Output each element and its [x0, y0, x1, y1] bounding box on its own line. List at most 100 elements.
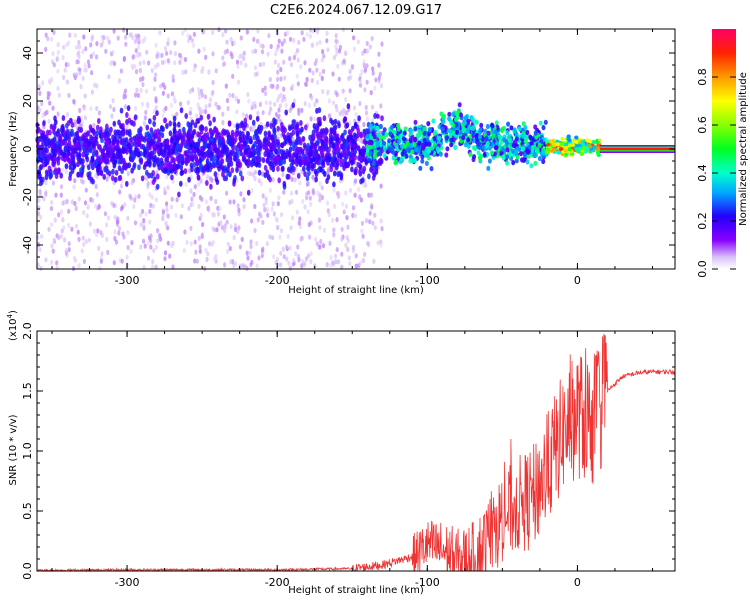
heatmap-cell: [514, 158, 519, 164]
heatmap-cell: [365, 116, 369, 122]
heatmap-cell: [443, 125, 448, 131]
heatmap-cell: [105, 236, 109, 242]
heatmap-cell: [146, 103, 150, 109]
heatmap-cell: [52, 29, 56, 35]
heatmap-cell: [46, 36, 50, 42]
heatmap-cell: [332, 55, 336, 61]
heatmap-cell: [79, 123, 83, 129]
heatmap-cell: [581, 146, 587, 151]
heatmap-cell: [457, 102, 462, 108]
heatmap-cell: [521, 146, 525, 152]
heatmap-cell: [410, 149, 415, 155]
heatmap-cell: [412, 142, 417, 148]
heatmap-cell: [253, 141, 257, 148]
heatmap-cell: [172, 95, 176, 101]
heatmap-cell: [170, 196, 174, 202]
heatmap-cell: [200, 196, 204, 202]
heatmap-cell: [451, 122, 456, 128]
heatmap-cell: [329, 166, 334, 173]
heatmap-cell: [276, 62, 281, 68]
heatmap-cell: [87, 63, 91, 69]
heatmap-cell: [356, 161, 361, 168]
heatmap-cell: [297, 257, 301, 263]
heatmap-cell: [414, 146, 419, 153]
heatmap-cell: [287, 166, 291, 173]
heatmap-cell: [148, 208, 152, 215]
heatmap-cell: [169, 49, 173, 56]
heatmap-cell: [227, 136, 232, 142]
heatmap-cell: [173, 122, 177, 129]
heatmap-cell: [312, 123, 317, 129]
heatmap-cell: [127, 117, 132, 124]
heatmap-cell: [270, 152, 275, 159]
heatmap-cell: [274, 160, 279, 166]
heatmap-cell: [476, 150, 481, 156]
heatmap-cell: [190, 196, 194, 202]
heatmap-cell: [70, 128, 74, 135]
heatmap-cell: [347, 75, 351, 82]
heatmap-cell: [325, 38, 329, 44]
heatmap-cell: [77, 263, 81, 269]
heatmap-cell: [373, 212, 377, 218]
heatmap-cell: [272, 121, 276, 128]
heatmap-cell: [242, 55, 246, 61]
heatmap-cell: [299, 236, 303, 242]
snr-panel: -300 -200 -100 00.00.51.01.52.0 Height of s…: [6, 310, 676, 596]
heatmap-cell: [65, 111, 70, 117]
heatmap-cell: [279, 212, 284, 218]
heatmap-cell: [400, 151, 405, 157]
heatmap-cell: [142, 225, 146, 231]
heatmap-cell: [165, 139, 170, 146]
heatmap-cell: [104, 152, 109, 159]
heatmap-cell: [161, 113, 165, 119]
heatmap-cell: [350, 152, 355, 159]
heatmap-cell: [585, 146, 590, 151]
heatmap-cell: [173, 40, 177, 46]
heatmap-cell: [83, 200, 88, 206]
heatmap-cell: [552, 143, 557, 148]
heatmap-cell: [358, 100, 362, 107]
heatmap-cell: [189, 188, 193, 194]
heatmap-cell: [225, 190, 229, 196]
heatmap-cell: [391, 155, 396, 161]
heatmap-cell: [295, 147, 299, 154]
heatmap-cell: [233, 222, 238, 229]
heatmap-cell: [327, 155, 332, 162]
heatmap-cell: [315, 67, 319, 73]
heatmap-cell: [197, 203, 201, 209]
heatmap-cell: [41, 80, 45, 86]
heatmap-cell: [344, 96, 348, 103]
heatmap-cell: [192, 31, 196, 37]
heatmap-cell: [166, 93, 170, 99]
heatmap-cell: [422, 137, 427, 143]
heatmap-cell: [299, 169, 303, 175]
heatmap-cell: [306, 181, 310, 187]
heatmap-cell: [99, 258, 103, 264]
heatmap-cell: [322, 115, 327, 122]
heatmap-cell: [439, 111, 444, 117]
heatmap-cell: [245, 113, 249, 119]
heatmap-cell: [191, 201, 195, 207]
spectrogram-ylabel: Frequency (Hz): [8, 111, 19, 187]
heatmap-cell: [567, 138, 572, 142]
heatmap-cell: [150, 130, 155, 137]
heatmap-cell: [72, 98, 76, 105]
heatmap-cell: [354, 253, 358, 259]
y-tick-label: 1.0: [21, 442, 34, 460]
heatmap-cell: [193, 122, 198, 129]
heatmap-cell: [95, 41, 99, 47]
heatmap-cell: [67, 92, 71, 98]
heatmap-cell: [486, 165, 491, 171]
heatmap-cell: [328, 132, 333, 139]
heatmap-cell: [214, 198, 218, 205]
heatmap-cell: [72, 72, 76, 78]
heatmap-cell: [134, 33, 138, 39]
heatmap-cell: [311, 188, 315, 194]
heatmap-cell: [103, 157, 107, 164]
heatmap-cell: [193, 239, 197, 245]
heatmap-cell: [237, 79, 241, 85]
heatmap-cell: [253, 155, 258, 162]
heatmap-cell: [370, 165, 375, 172]
heatmap-cell: [364, 128, 369, 135]
heatmap-cell: [350, 166, 354, 173]
